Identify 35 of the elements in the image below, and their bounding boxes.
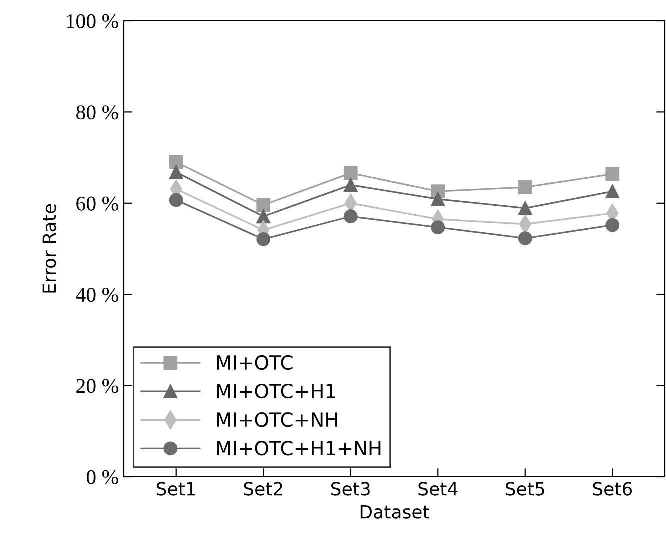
point: [518, 180, 532, 194]
y-tick-label: 40 %: [76, 288, 118, 302]
legend-label: MI+OTC+H1+NH: [217, 441, 381, 456]
point: [431, 192, 446, 206]
legend-label: MI+OTC+NH: [217, 412, 338, 428]
point: [606, 218, 620, 232]
x-tick-label: Set5: [506, 482, 544, 496]
point: [344, 210, 358, 224]
x-tick-label: Set2: [244, 482, 282, 496]
point: [606, 184, 620, 198]
point: [518, 201, 532, 216]
x-axis-title: Dataset: [360, 505, 430, 519]
y-tick-label: 20 %: [76, 379, 118, 394]
point: [169, 165, 184, 180]
point: [606, 167, 620, 182]
y-tick-label: 100 %: [67, 14, 118, 28]
legend-label: MI+OTC+H1: [217, 384, 336, 399]
x-tick-label: Set3: [331, 482, 370, 496]
legend-label: MI+OTC: [217, 355, 293, 370]
y-tick-label: 0 %: [86, 470, 118, 484]
point: [344, 166, 358, 180]
point: [431, 220, 446, 235]
point: [256, 232, 271, 246]
point: [344, 178, 358, 192]
x-tick-label: Set1: [156, 482, 196, 496]
x-tick-label: Set4: [418, 482, 458, 496]
point: [256, 198, 271, 212]
x-tick-label: Set6: [593, 482, 632, 496]
y-tick-label: 60 %: [76, 196, 118, 211]
point: [518, 232, 532, 246]
point: [169, 193, 184, 208]
point: [169, 155, 184, 170]
y-tick-label: 80 %: [76, 106, 118, 120]
point: [256, 210, 271, 224]
y-axis-title: Error Rate: [42, 204, 56, 293]
